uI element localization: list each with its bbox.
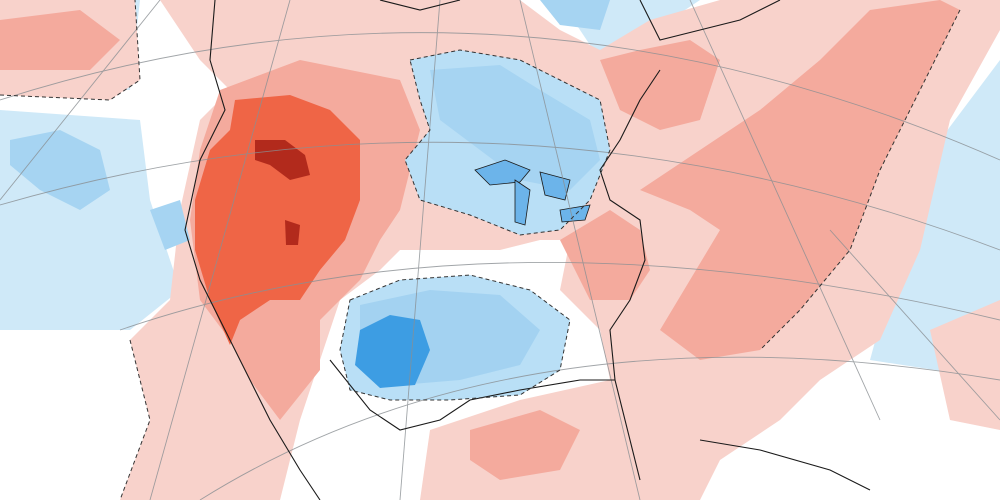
coastlines <box>184 0 871 500</box>
blue-zones <box>10 0 610 400</box>
red-zones <box>195 95 360 345</box>
zero-contours <box>0 0 961 500</box>
dark-red-zones <box>255 140 310 245</box>
